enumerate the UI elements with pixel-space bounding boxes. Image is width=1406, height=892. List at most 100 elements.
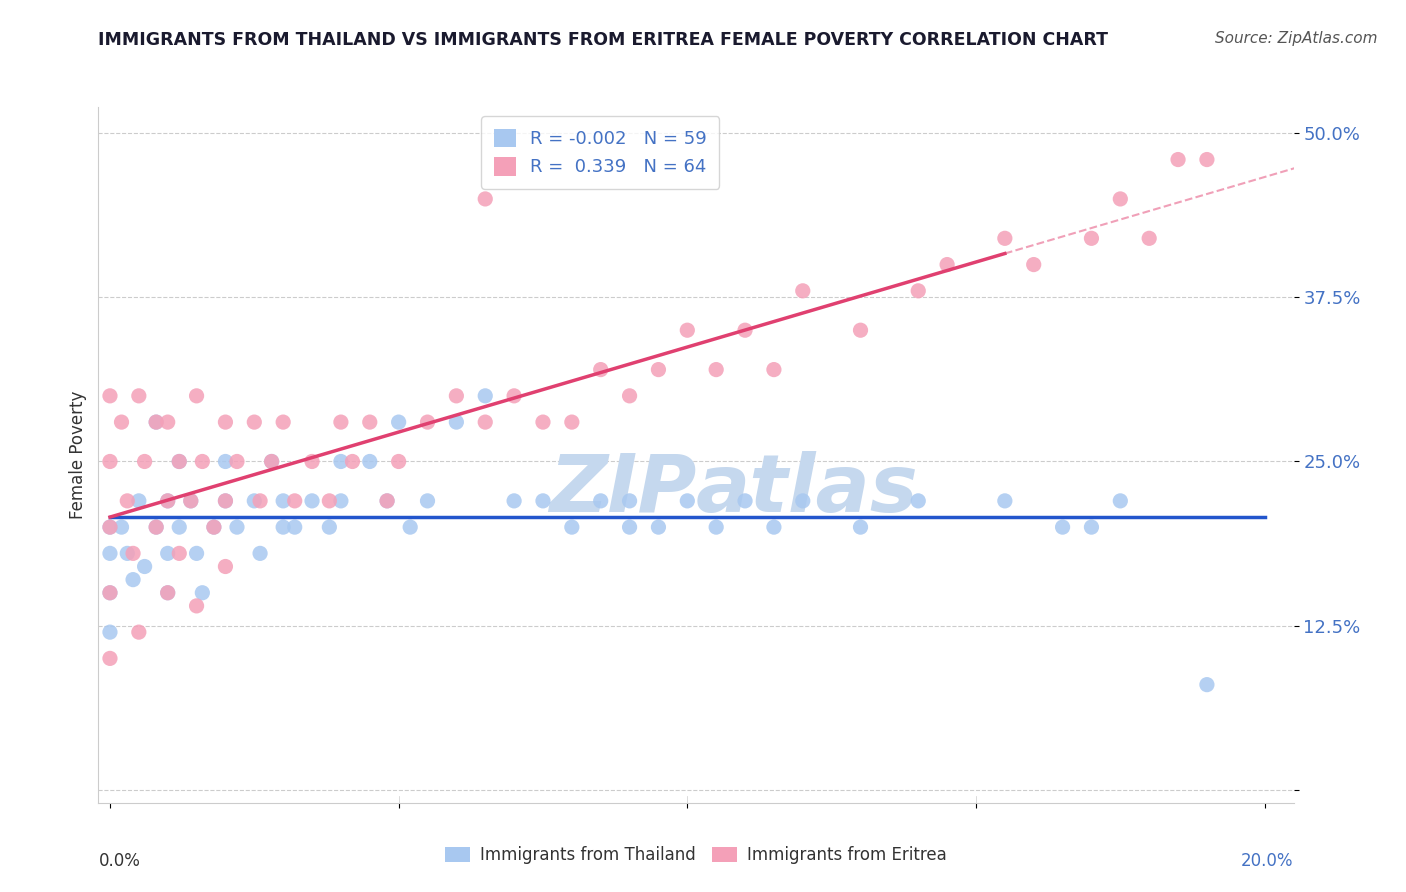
Point: [98, 454, 121, 468]
Point: [994, 231, 1017, 245]
Point: [342, 454, 364, 468]
Point: [531, 494, 554, 508]
Point: [284, 520, 307, 534]
Point: [1137, 231, 1160, 245]
Point: [271, 494, 294, 508]
Point: [122, 546, 145, 560]
Point: [704, 520, 727, 534]
Text: ZIP: ZIP: [548, 450, 696, 529]
Point: [589, 494, 612, 508]
Point: [271, 520, 294, 534]
Point: [167, 546, 190, 560]
Point: [243, 415, 266, 429]
Point: [704, 362, 727, 376]
Point: [619, 494, 641, 508]
Point: [145, 520, 167, 534]
Point: [1080, 231, 1102, 245]
Point: [619, 389, 641, 403]
Text: IMMIGRANTS FROM THAILAND VS IMMIGRANTS FROM ERITREA FEMALE POVERTY CORRELATION C: IMMIGRANTS FROM THAILAND VS IMMIGRANTS F…: [98, 31, 1108, 49]
Point: [98, 520, 121, 534]
Point: [98, 651, 121, 665]
Point: [156, 586, 179, 600]
Point: [191, 454, 214, 468]
Point: [416, 415, 439, 429]
Point: [318, 520, 340, 534]
Point: [145, 415, 167, 429]
Point: [156, 415, 179, 429]
Point: [1022, 258, 1045, 272]
Point: [329, 454, 352, 468]
Point: [329, 415, 352, 429]
Point: [792, 494, 814, 508]
Point: [446, 415, 468, 429]
Point: [416, 494, 439, 508]
Point: [1109, 192, 1132, 206]
Point: [647, 520, 669, 534]
Point: [186, 389, 208, 403]
Point: [98, 586, 121, 600]
Point: [98, 389, 121, 403]
Point: [260, 454, 283, 468]
Point: [446, 389, 468, 403]
Point: [388, 415, 411, 429]
Point: [156, 494, 179, 508]
Point: [284, 494, 307, 508]
Point: [647, 362, 669, 376]
Point: [734, 323, 756, 337]
Point: [156, 546, 179, 560]
Point: [117, 494, 139, 508]
Point: [128, 625, 150, 640]
Point: [619, 520, 641, 534]
Point: [122, 573, 145, 587]
Point: [214, 454, 236, 468]
Y-axis label: Female Poverty: Female Poverty: [69, 391, 87, 519]
Point: [1195, 153, 1218, 167]
Text: 20.0%: 20.0%: [1241, 852, 1294, 870]
Point: [474, 192, 496, 206]
Point: [249, 546, 271, 560]
Point: [226, 454, 249, 468]
Point: [849, 323, 872, 337]
Point: [318, 494, 340, 508]
Point: [134, 454, 156, 468]
Point: [1080, 520, 1102, 534]
Point: [1195, 678, 1218, 692]
Point: [167, 454, 190, 468]
Point: [676, 494, 699, 508]
Point: [167, 520, 190, 534]
Point: [110, 520, 132, 534]
Point: [762, 362, 785, 376]
Point: [561, 520, 583, 534]
Point: [180, 494, 202, 508]
Legend: Immigrants from Thailand, Immigrants from Eritrea: Immigrants from Thailand, Immigrants fro…: [439, 839, 953, 871]
Point: [214, 494, 236, 508]
Point: [180, 494, 202, 508]
Point: [128, 389, 150, 403]
Point: [359, 454, 381, 468]
Point: [167, 454, 190, 468]
Point: [1167, 153, 1189, 167]
Point: [474, 415, 496, 429]
Point: [128, 494, 150, 508]
Text: atlas: atlas: [696, 450, 918, 529]
Point: [301, 454, 323, 468]
Point: [762, 520, 785, 534]
Point: [503, 494, 526, 508]
Point: [734, 494, 756, 508]
Point: [907, 494, 929, 508]
Point: [589, 362, 612, 376]
Point: [156, 494, 179, 508]
Point: [98, 520, 121, 534]
Point: [191, 586, 214, 600]
Point: [849, 520, 872, 534]
Point: [531, 415, 554, 429]
Point: [145, 520, 167, 534]
Point: [399, 520, 422, 534]
Point: [98, 546, 121, 560]
Point: [260, 454, 283, 468]
Point: [214, 415, 236, 429]
Point: [1052, 520, 1074, 534]
Point: [98, 586, 121, 600]
Point: [388, 454, 411, 468]
Point: [186, 599, 208, 613]
